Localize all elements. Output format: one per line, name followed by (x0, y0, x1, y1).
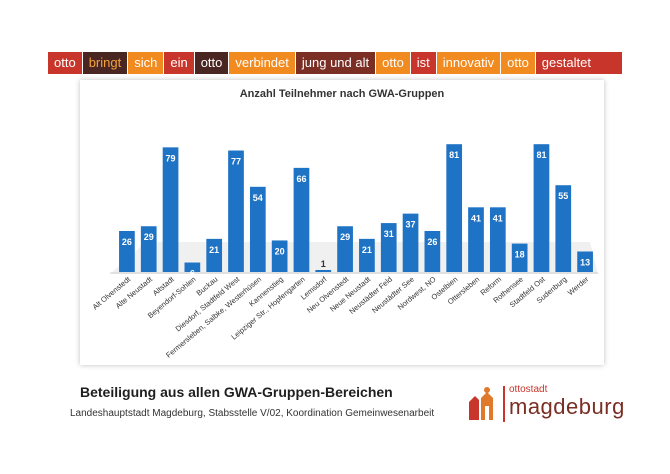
bar-13 (402, 213, 419, 272)
bar-20 (555, 185, 572, 272)
data-label-18: 18 (515, 250, 525, 260)
data-label-5: 77 (231, 157, 241, 167)
slogan-word: sich (128, 52, 165, 74)
data-label-4: 21 (209, 245, 219, 255)
slogan-word: verbindet (229, 52, 296, 74)
data-label-21: 13 (580, 257, 590, 267)
bar-10 (337, 226, 353, 272)
logo-big-text: magdeburg (509, 394, 625, 419)
data-label-15: 81 (449, 150, 459, 160)
bar-6 (249, 186, 266, 272)
data-label-8: 66 (296, 174, 306, 184)
chart-panel: Anzahl Teilnehmer nach GWA-Gruppen 26 Alt… (80, 80, 604, 365)
data-label-20: 55 (558, 191, 568, 201)
logo-divider (503, 386, 505, 422)
data-label-3: 6 (190, 269, 195, 279)
data-label-13: 37 (406, 220, 416, 230)
bar-17 (489, 207, 506, 272)
data-label-14: 26 (427, 237, 437, 247)
data-label-10: 29 (340, 232, 350, 242)
slogan-word: gestaltet (535, 52, 622, 74)
bar-11 (359, 238, 375, 272)
slogan-word: otto (376, 52, 411, 74)
x-tick-label-21: Werder (566, 274, 591, 297)
slogan-word: otto (501, 52, 536, 74)
bar-3 (184, 262, 201, 272)
bar-8 (293, 167, 310, 272)
data-label-6: 54 (253, 193, 263, 203)
bar-4 (206, 238, 223, 272)
bar-18 (511, 243, 528, 272)
data-label-19: 81 (536, 150, 546, 160)
slogan-word: innovativ (436, 52, 502, 74)
bar-5 (228, 150, 244, 272)
slogan-word: ist (410, 52, 437, 74)
bar-15 (446, 144, 463, 272)
slogan-word: bringt (82, 52, 129, 74)
bar-0 (119, 230, 135, 272)
bar-1 (140, 226, 157, 272)
bar-7 (271, 240, 288, 272)
data-label-16: 41 (471, 213, 481, 223)
chart-title: Anzahl Teilnehmer nach GWA-Gruppen (239, 88, 445, 100)
slogan-banner: otto bringt sich ein otto verbindet jung und a… (48, 52, 622, 74)
horse-rider-logo-icon (469, 387, 493, 420)
ottostadt-magdeburg-logo: ottostadt magdeburg (465, 384, 624, 424)
data-label-12: 31 (384, 229, 394, 239)
data-label-17: 41 (493, 213, 503, 223)
slogan-word: ein (164, 52, 195, 74)
footer-title: Beteiligung aus allen GWA-Gruppen-Bereic… (80, 384, 393, 400)
bar-16 (468, 207, 484, 272)
bar-19 (533, 144, 550, 272)
slogan-word: jung und alt (295, 52, 377, 74)
slogan-word: otto (194, 52, 230, 74)
data-label-0: 26 (122, 237, 132, 247)
footer-subtitle: Landeshauptstadt Magdeburg, Stabsstelle … (70, 408, 435, 419)
data-label-11: 21 (362, 245, 372, 255)
slogan-word: otto (48, 52, 83, 74)
data-label-1: 29 (144, 232, 154, 242)
bar-14 (424, 230, 441, 272)
bar-12 (380, 223, 397, 272)
data-label-7: 20 (275, 246, 285, 256)
bar-2 (162, 147, 179, 272)
bar-9 (315, 270, 332, 272)
data-label-9: 1 (321, 259, 326, 269)
logo-small-text: ottostadt (509, 384, 548, 395)
bar-21 (577, 251, 593, 272)
data-label-2: 79 (166, 153, 176, 163)
